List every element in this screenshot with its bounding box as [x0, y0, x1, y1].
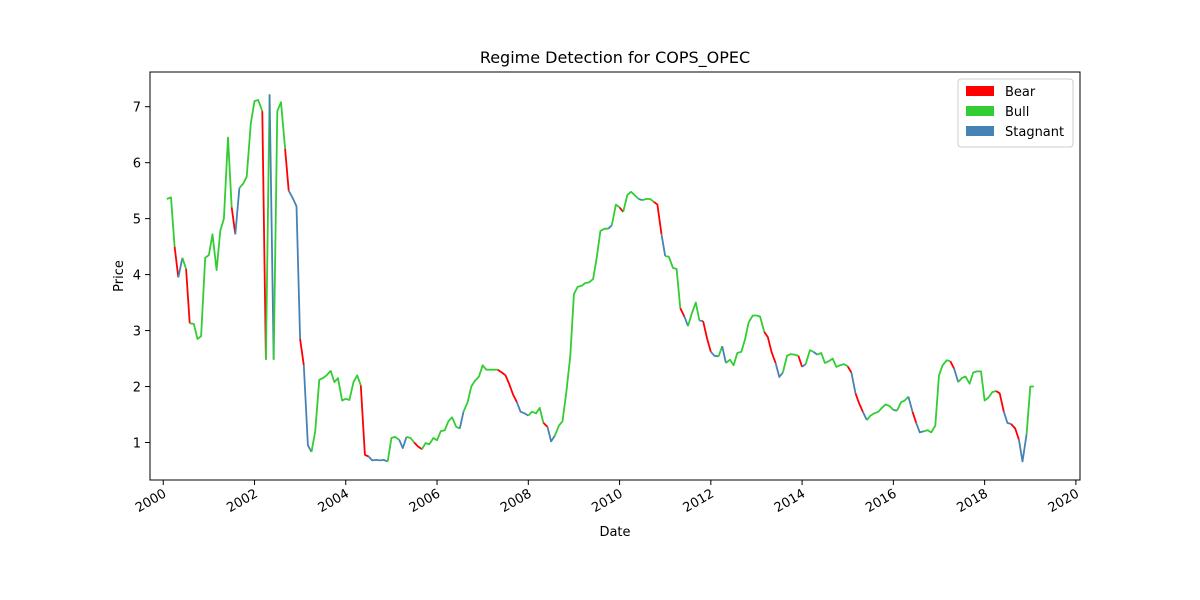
series-segment-stagnant-74 [1002, 411, 1012, 425]
series-segment-bull-0 [166, 196, 176, 247]
series-segment-stagnant-7 [234, 187, 241, 235]
series-segment-stagnant-60 [850, 372, 857, 394]
x-axis-label: Date [599, 525, 630, 540]
y-tick-label-6: 6 [133, 157, 141, 172]
series-segment-stagnant-40 [660, 234, 667, 257]
series-segment-bull-29 [527, 406, 545, 424]
series-segment-stagnant-62 [861, 411, 868, 421]
series-segment-bear-15 [299, 338, 305, 366]
series-segment-stagnant-71 [953, 368, 960, 383]
series-segment-stagnant-37 [638, 198, 643, 202]
series-segment-bull-34 [610, 203, 621, 226]
series-segment-stagnant-14 [287, 190, 301, 340]
series-segment-bull-10 [265, 94, 271, 360]
y-tick-label-4: 4 [133, 269, 141, 284]
series-segment-bull-58 [816, 352, 849, 368]
series-segment-bull-5 [189, 136, 233, 340]
chart-title: Regime Detection for COPS_OPEC [480, 48, 750, 68]
series-segment-bear-13 [284, 148, 290, 191]
series-segment-stagnant-55 [801, 363, 807, 368]
series-segment-stagnant-25 [458, 411, 465, 429]
series-segment-bear-6 [230, 207, 237, 235]
series-segment-bull-41 [665, 255, 682, 309]
series-segment-bull-24 [421, 416, 461, 450]
series-segment-bull-22 [406, 436, 415, 444]
plot-frame [149, 71, 1081, 481]
series-segment-stagnant-19 [367, 455, 389, 463]
series-segment-stagnant-76 [1018, 433, 1028, 463]
y-axis: 1 2 3 4 5 6 7 [133, 101, 150, 452]
series-segment-stagnant-45 [699, 319, 704, 322]
legend-swatch-bear [966, 86, 994, 96]
series-segment-bull-65 [896, 395, 910, 411]
series-segment-stagnant-11 [268, 94, 275, 360]
y-tick-label-3: 3 [133, 325, 141, 340]
y-tick-label-1: 1 [133, 437, 141, 452]
y-tick-label-7: 7 [133, 101, 141, 116]
series-segment-bull-38 [642, 198, 655, 203]
legend-label-stagnant: Stagnant [1005, 125, 1064, 140]
series-segment-bull-69 [923, 359, 951, 434]
series-segment-bear-4 [185, 268, 191, 324]
series-segment-bear-75 [1010, 423, 1020, 440]
series-segment-bear-46 [702, 320, 712, 353]
series-segment-bear-39 [653, 201, 663, 235]
legend-label-bull: Bull [1005, 105, 1029, 120]
series-segment-bear-61 [854, 392, 864, 413]
series-segment-bull-12 [272, 101, 286, 360]
series-segment-stagnant-49 [721, 346, 727, 364]
series-segment-bear-54 [797, 355, 803, 368]
legend: Bear Bull Stagnant [957, 78, 1074, 148]
series-segment-stagnant-31 [546, 426, 556, 443]
series-segment-bear-30 [542, 422, 549, 428]
series-segment-stagnant-47 [710, 351, 719, 358]
series-segment-bull-32 [553, 227, 609, 437]
legend-swatch-stagnant [966, 126, 994, 136]
y-tick-label-5: 5 [133, 213, 141, 228]
series-segment-bull-44 [687, 301, 701, 327]
series-segment-bear-23 [413, 441, 423, 450]
series-segment-bull-17 [310, 369, 362, 453]
series-segment-stagnant-66 [907, 396, 914, 412]
series-segment-bull-36 [622, 190, 640, 213]
series-segment-stagnant-33 [607, 224, 613, 230]
series-segment-bull-77 [1025, 385, 1034, 435]
series-segment-bear-9 [261, 111, 267, 360]
series-segment-bull-3 [181, 257, 187, 270]
series-segment-bull-63 [866, 403, 895, 421]
series-segment-bull-20 [386, 435, 400, 462]
series-segment-stagnant-64 [893, 409, 898, 412]
series-segment-bear-27 [497, 368, 518, 403]
series-segment-bear-42 [679, 307, 686, 317]
series-segment-bull-56 [804, 349, 814, 365]
series-segment-bull-26 [462, 364, 498, 413]
series-segment-stagnant-28 [516, 401, 529, 417]
series-segment-bull-72 [957, 370, 997, 402]
series-segment-stagnant-57 [812, 351, 818, 356]
series-segment-bear-18 [359, 385, 369, 458]
y-axis-label: Price [112, 260, 127, 292]
series-segment-bull-53 [782, 353, 799, 373]
series-segment-bull-8 [238, 99, 264, 189]
legend-swatch-bull [966, 106, 994, 116]
series-segment-stagnant-21 [398, 436, 408, 450]
series-segment-bear-59 [846, 365, 853, 373]
series-segment-bear-67 [911, 411, 918, 424]
series-segment-bear-70 [949, 360, 955, 370]
series-segment-stagnant-43 [683, 316, 689, 327]
series-segment-bull-50 [725, 314, 766, 367]
series-segment-bear-1 [173, 246, 180, 278]
legend-label-bear: Bear [1005, 85, 1036, 100]
series-segment-stagnant-52 [774, 362, 784, 378]
series-segment-stagnant-2 [177, 257, 184, 278]
y-tick-label-2: 2 [133, 381, 141, 396]
series-segment-stagnant-68 [915, 422, 925, 434]
series-segment-bear-51 [763, 331, 777, 364]
series-layer [166, 94, 1034, 463]
series-segment-bull-48 [717, 345, 724, 357]
series-segment-stagnant-16 [302, 365, 313, 453]
series-segment-bear-73 [995, 390, 1005, 412]
